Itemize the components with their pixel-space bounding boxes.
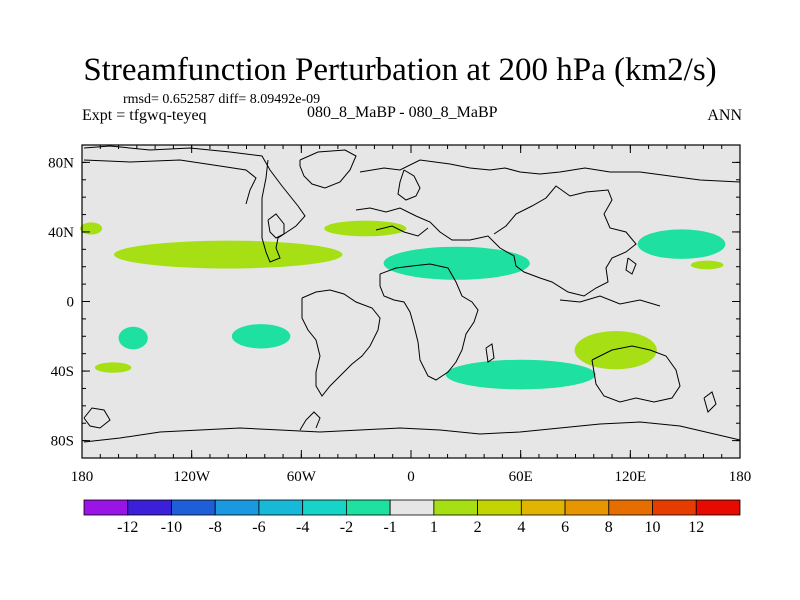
y-tick-label: 40S [51,364,74,380]
anomaly-fields [80,145,740,458]
colorbar-label: -6 [252,519,265,536]
coastline-africa [379,263,479,381]
coastline-eurasia [359,159,741,183]
coastline-new-zealand [703,391,717,413]
anomaly-region-positive [574,331,657,370]
coastline-antarctic-peninsula [299,411,321,431]
colorbar-label: -2 [340,519,353,536]
coastline-antarctica [83,421,741,443]
x-tick-label: 0 [407,469,415,485]
x-tick-label: 60W [287,469,317,485]
anomaly-region-positive [113,240,343,269]
colorbar-label: -4 [296,519,309,536]
colorbar-label: -10 [161,519,182,536]
colorbar: -12 -10 -8 -6 -4 -2 -1 1 2 4 6 8 10 12 [83,499,741,536]
colorbar-swatch [695,499,741,516]
coastlines [83,145,741,443]
colorbar-label: 12 [688,519,704,536]
anomaly-region-positive [94,362,132,373]
colorbar-swatch [652,499,697,516]
anomaly-region-positive [690,260,724,270]
colorbar-swatch [83,499,129,516]
coastline-scandinavia [397,169,421,201]
coastline-south-america [301,289,381,397]
colorbar-swatch [608,499,653,516]
anomaly-region-negative [383,246,530,280]
coastline-japan [625,257,637,275]
colorbar-swatch [127,499,172,516]
plot-frame: 180 120W 60W 0 60E 120E 180 80N 40N 0 40S 80S [48,144,752,485]
colorbar-label: 1 [430,519,438,536]
colorbar-label: 8 [605,519,613,536]
coastline-hudson [267,213,285,239]
y-tick-label: 80S [51,434,74,450]
y-tick-label: 0 [67,295,75,311]
map-background [82,145,740,458]
colorbar-label: 2 [474,519,482,536]
anomaly-region-positive [324,220,407,237]
stats-text: rmsd= 0.652587 diff= 8.09492e-09 [123,92,321,107]
colorbar-label: 4 [517,519,525,536]
colorbar-swatch [433,499,479,516]
case-label: 080_8_MaBP - 080_8_MaBP [307,104,498,121]
chart-title: Streamfunction Perturbation at 200 hPa (… [83,52,717,88]
x-tick-label: 180 [729,469,752,485]
colorbar-label: -12 [117,519,138,536]
anomaly-region-negative [118,326,148,350]
x-tick-label: 120E [614,469,646,485]
x-tick-label: 60E [509,469,533,485]
coastline-ross [83,407,111,429]
colorbar-swatch [520,499,566,516]
coastline-madagascar [485,343,495,363]
colorbar-label: -8 [209,519,222,536]
coastline-mediterranean [375,225,429,237]
coastline-north-america [83,145,306,263]
colorbar-label: 6 [561,519,569,536]
colorbar-swatch [258,499,304,516]
coastline-arctic [83,159,257,205]
colorbar-swatch [389,499,435,516]
colorbar-swatch [345,499,391,516]
colorbar-label: -1 [383,519,396,536]
colorbar-swatch [302,499,347,516]
coastline-greenland [299,149,357,189]
y-tick-label: 80N [48,155,74,171]
colorbar-swatch [477,499,522,516]
y-tick-label: 40N [48,225,74,241]
colorbar-swatch [171,499,216,516]
colorbar-swatch [214,499,260,516]
season-label: ANN [707,107,742,124]
coastline-eurasia-south [355,185,637,297]
colorbar-swatch [564,499,610,516]
x-tick-label: 120W [173,469,211,485]
anomaly-region-positive [80,222,103,235]
coastline-australia [591,345,681,403]
anomaly-region-negative [637,229,726,259]
anomaly-region-negative [231,324,291,349]
anomaly-region-negative [445,359,596,390]
experiment-label: Expt = tfgwq-teyeq [82,107,207,124]
coastline-maritime [559,295,661,307]
colorbar-label: 10 [645,519,661,536]
x-tick-label: 180 [71,469,94,485]
